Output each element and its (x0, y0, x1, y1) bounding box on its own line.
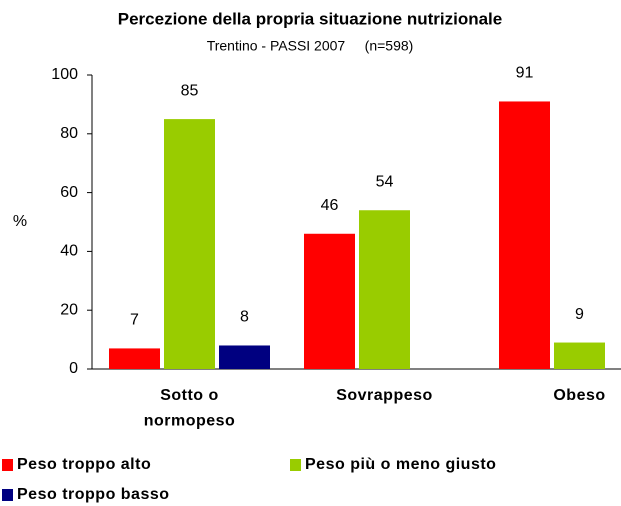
legend-label: Peso troppo alto (17, 456, 151, 473)
bar (554, 342, 605, 369)
data-label: 9 (575, 306, 584, 323)
legend-swatch (2, 459, 13, 471)
y-tick-label: 80 (60, 125, 78, 142)
data-label: 85 (181, 82, 199, 99)
data-label: 7 (130, 312, 139, 329)
bar (499, 101, 550, 370)
data-label: 8 (240, 309, 249, 326)
bar (164, 119, 215, 369)
legend-label: Peso troppo basso (17, 486, 170, 503)
y-axis-label: % (13, 213, 27, 230)
x-tick-label: Sotto o normopeso (144, 387, 236, 430)
data-label: 91 (516, 65, 534, 82)
y-tick-label: 40 (60, 243, 78, 260)
data-label: 46 (321, 197, 339, 214)
y-tick-label: 20 (60, 301, 78, 318)
chart-title: Percezione della propria situazione nutr… (118, 9, 502, 28)
bar (109, 348, 160, 369)
bar (219, 345, 270, 369)
data-label: 54 (376, 173, 394, 190)
chart-subtitle: Trentino - PASSI 2007 (n=598) (207, 38, 414, 54)
x-tick-label: Obeso (553, 387, 605, 404)
bar (304, 233, 355, 369)
legend-swatch (2, 489, 13, 501)
y-tick-label: 60 (60, 184, 78, 201)
bar (359, 210, 410, 369)
legend-swatch (290, 459, 301, 471)
y-tick-label: 0 (69, 360, 78, 377)
legend-label: Peso più o meno giusto (305, 456, 496, 473)
y-tick-label: 100 (51, 66, 78, 83)
x-tick-label: Sovrappeso (336, 387, 433, 404)
